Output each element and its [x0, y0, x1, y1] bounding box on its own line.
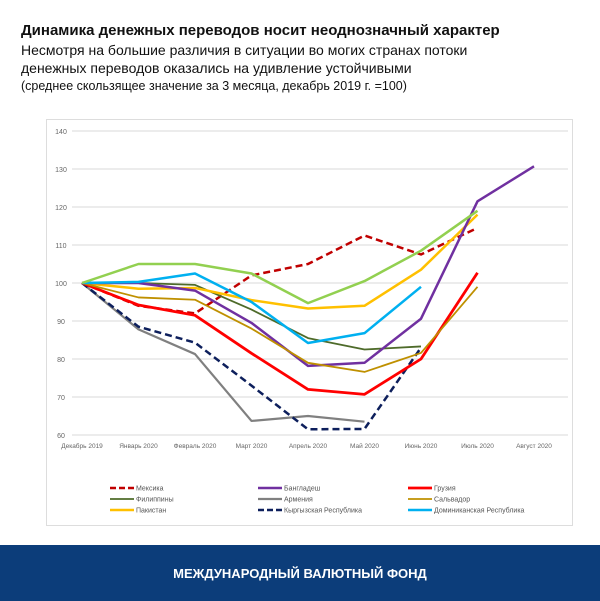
x-tick-label: Май 2020	[350, 442, 379, 450]
x-tick-label: Апрель 2020	[289, 443, 328, 450]
series-line-1	[82, 282, 422, 351]
chart-subtitle-line2: денежных переводов оказались на удивлени…	[21, 60, 412, 76]
chart-note: (среднее скользящее значение за 3 месяца…	[21, 79, 407, 93]
legend-label: Армения	[284, 497, 313, 504]
legend-label: Доминиканская Республика	[434, 507, 525, 515]
x-tick-label: Январь 2020	[119, 443, 158, 450]
y-tick-label: 90	[57, 319, 65, 326]
y-tick-label: 140	[55, 129, 67, 136]
legend-label: Бангладеш	[284, 486, 321, 493]
footer-banner: МЕЖДУНАРОДНЫЙ ВАЛЮТНЫЙ ФОНД	[0, 545, 600, 601]
y-tick-label: 130	[55, 167, 67, 174]
series-line-4	[81, 282, 365, 423]
chart-title: Динамика денежных переводов носит неодно…	[21, 22, 500, 39]
x-tick-label: Июнь 2020	[405, 443, 438, 450]
legend-label: Кыргызская Республика	[284, 507, 362, 515]
series-line-9	[81, 209, 479, 305]
y-tick-label: 120	[55, 205, 67, 212]
line-chart: 60 70 80 90 100 110 120 130 140 Декабрь 2019 Январ…	[55, 129, 568, 515]
legend-label: Мексика	[136, 486, 164, 493]
series-line-5	[81, 282, 423, 431]
legend-label: Филиппины	[136, 497, 174, 504]
y-tick-label: 100	[55, 281, 67, 288]
x-tick-label: Февраль 2020	[174, 443, 217, 450]
chart-frame	[46, 119, 573, 526]
x-tick-label: Декабрь 2019	[61, 442, 103, 450]
x-tick-label: Август 2020	[516, 443, 552, 450]
legend-label: Грузия	[434, 486, 456, 493]
series-line-7	[81, 282, 479, 373]
y-tick-label: 110	[55, 243, 66, 250]
series-line-6	[81, 271, 479, 396]
legend-label: Сальвадор	[434, 497, 470, 504]
x-tick-label: Июль 2020	[461, 443, 494, 450]
series-line-3	[82, 165, 535, 368]
series-line-2	[81, 213, 479, 310]
y-tick-label: 80	[57, 357, 65, 364]
y-tick-label: 70	[57, 395, 65, 402]
y-tick-label: 60	[57, 433, 65, 440]
legend-label: Пакистан	[136, 508, 166, 515]
x-tick-label: Март 2020	[236, 443, 268, 450]
series-line-8	[81, 272, 422, 345]
chart-subtitle-line1: Несмотря на большие различия в ситуации …	[21, 42, 468, 58]
